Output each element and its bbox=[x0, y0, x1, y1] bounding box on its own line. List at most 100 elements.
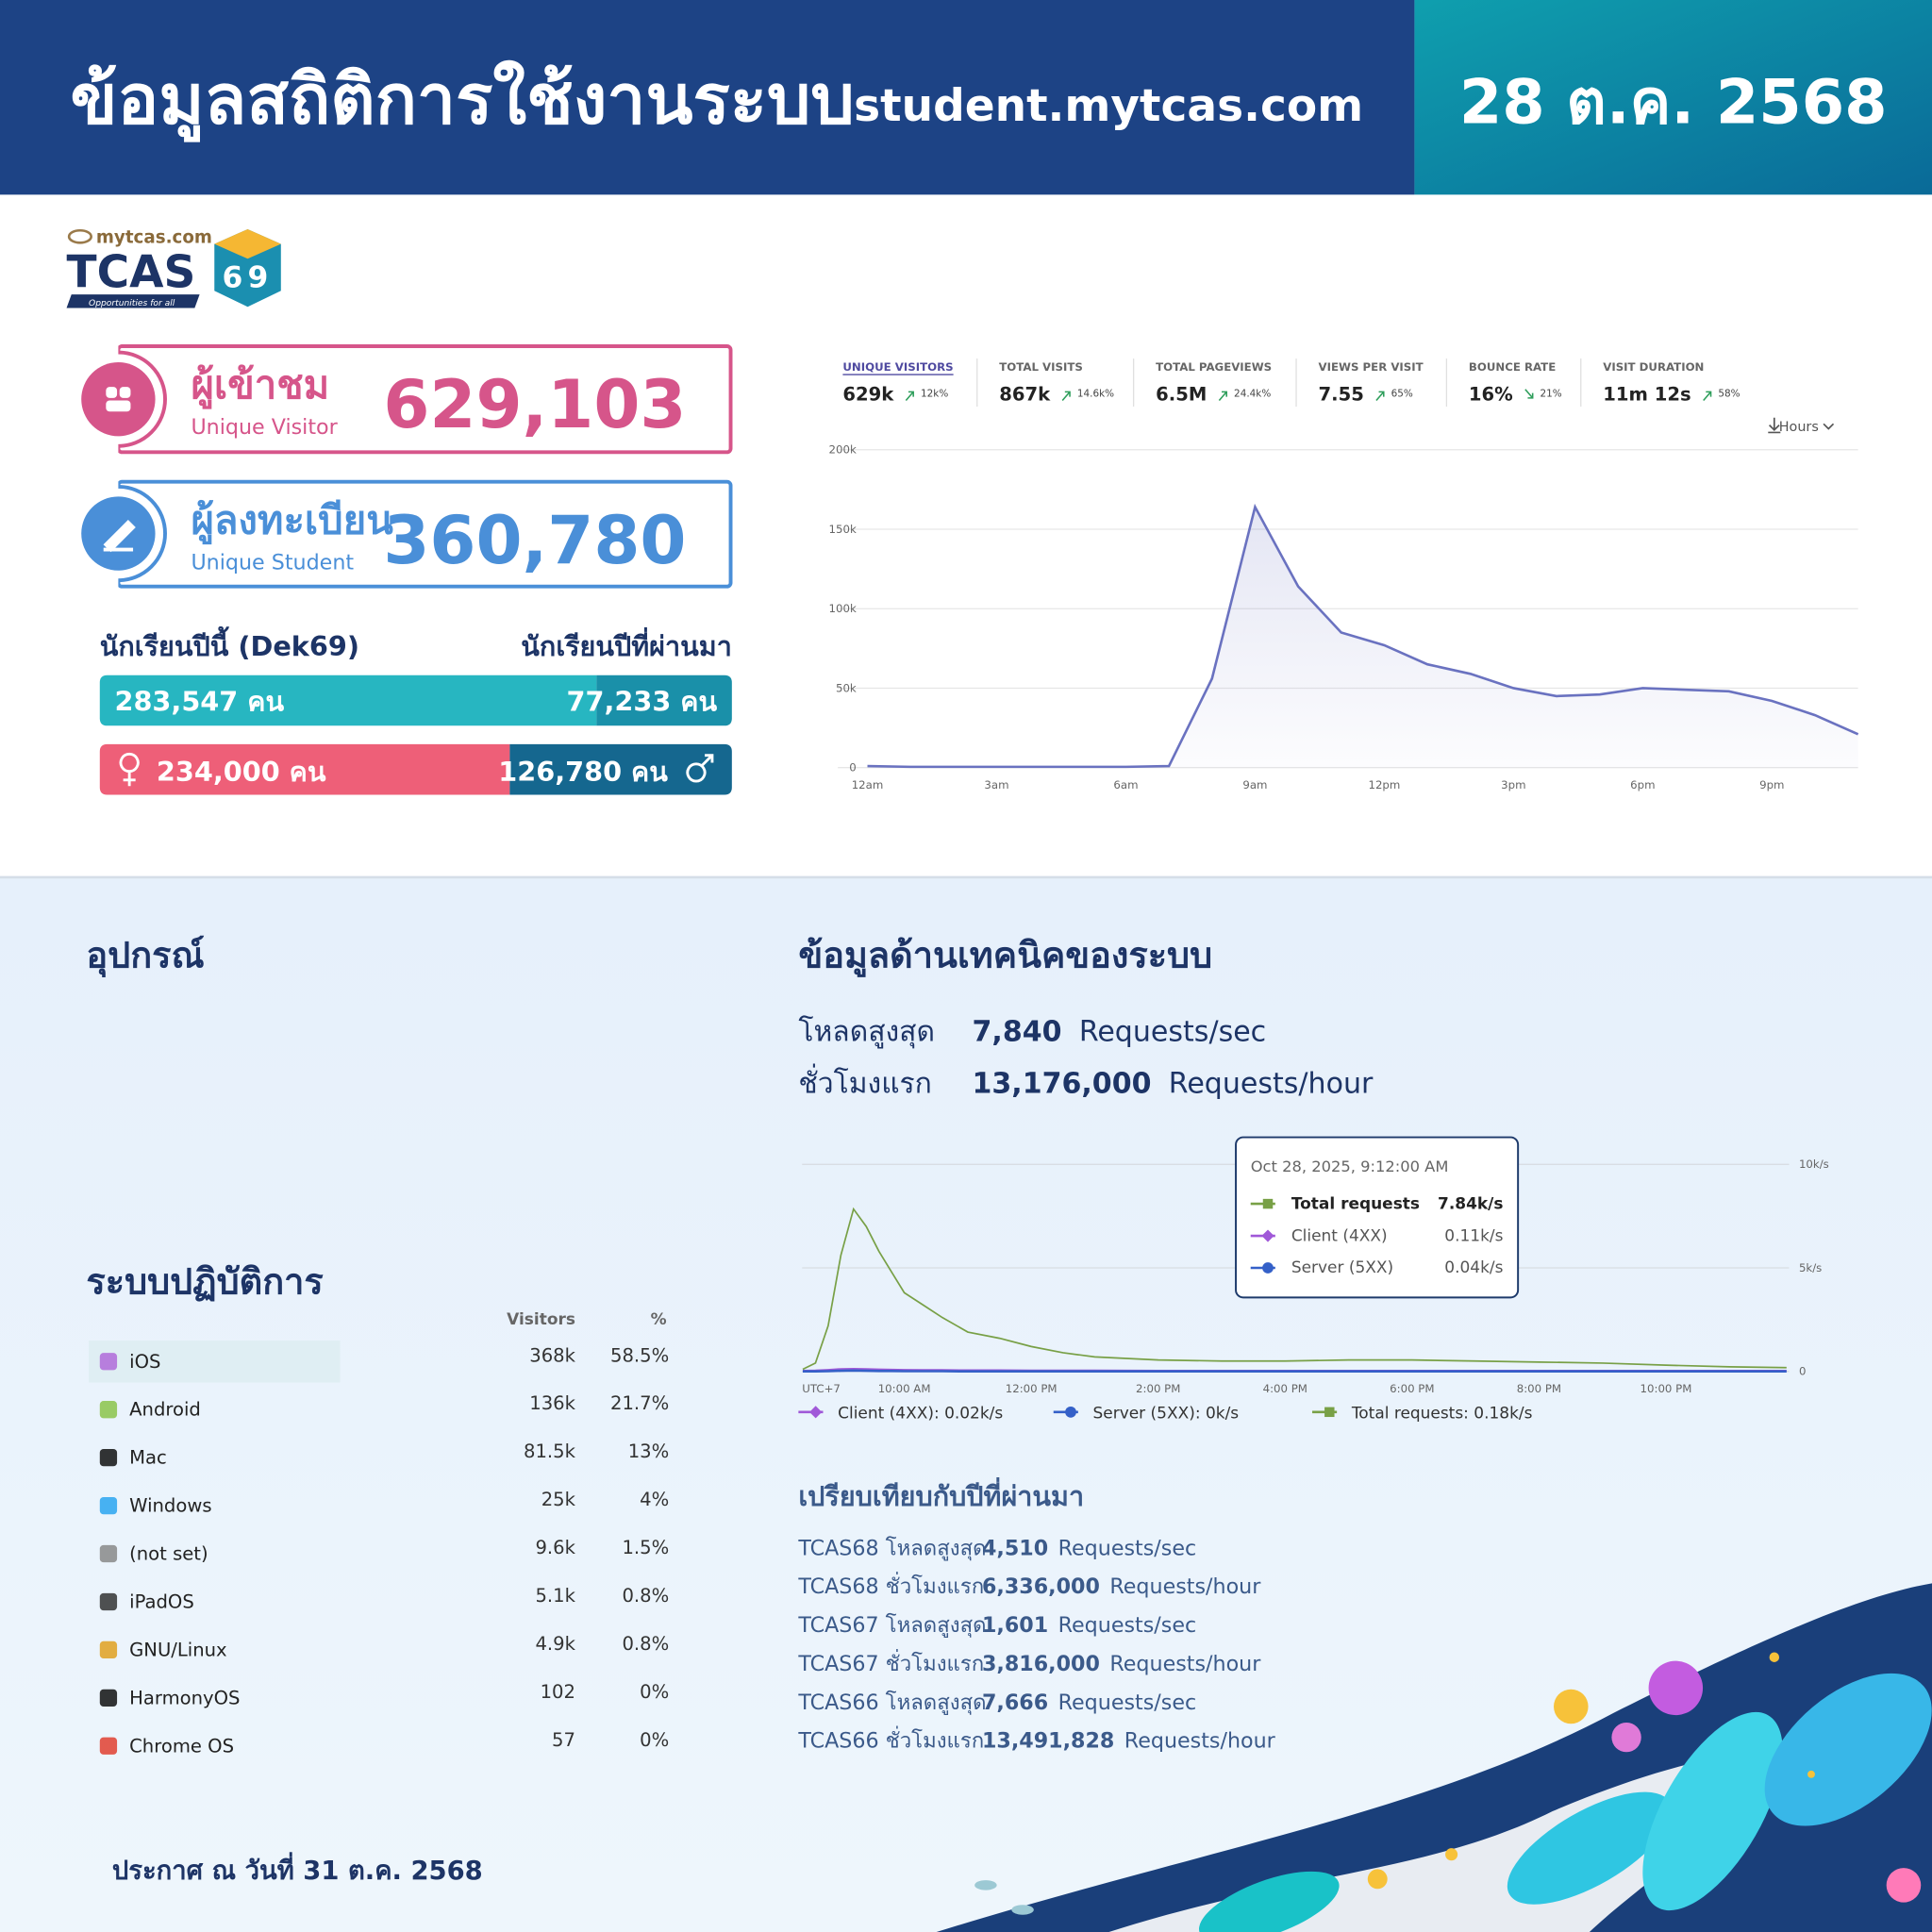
os-icon bbox=[99, 1737, 118, 1755]
petal bbox=[974, 1880, 997, 1890]
tooltip-title: Oct 28, 2025, 9:12:00 AM bbox=[1251, 1158, 1449, 1175]
site: student.mytcas.com bbox=[854, 80, 1363, 132]
students-current-label: นักเรียนปีนี้ (Dek69) bbox=[100, 626, 359, 662]
os-name: Windows bbox=[129, 1495, 211, 1517]
row-value-line: 13,491,828 Requests/hour bbox=[982, 1729, 1276, 1754]
interval[interactable]: Hours bbox=[1779, 420, 1819, 435]
metric-value: 867k bbox=[999, 383, 1051, 405]
row-value: 1,601 bbox=[982, 1613, 1048, 1638]
legend-marker bbox=[1262, 1262, 1274, 1274]
metric-change: 21% bbox=[1541, 389, 1562, 400]
card-label: ผู้ลงทะเบียน bbox=[191, 497, 393, 545]
card-sublabel: Unique Visitor bbox=[191, 415, 338, 440]
icon-pen bbox=[103, 520, 136, 553]
x-tick-label: 9pm bbox=[1759, 778, 1784, 791]
leaf bbox=[1642, 1711, 1783, 1911]
trend-arrow bbox=[1061, 391, 1071, 401]
metric-change: 14.6k% bbox=[1077, 389, 1114, 400]
page-title: ข้อมูลสถิติการใช้งานระบบ bbox=[70, 59, 854, 143]
flower bbox=[1611, 1722, 1641, 1753]
metric-value: 16% bbox=[1469, 383, 1513, 405]
row-unit: Requests/sec bbox=[1058, 1536, 1197, 1560]
os-visitors: 136k bbox=[529, 1392, 575, 1414]
tech-title: ข้อมูลด้านเทคนิคของระบบ bbox=[798, 934, 1212, 977]
metric-change: 24.4k% bbox=[1234, 389, 1271, 400]
card-value: 629,103 bbox=[383, 366, 686, 443]
legend-label: Total requests: 0.18k/s bbox=[1351, 1404, 1533, 1423]
row-value-line: 3,816,000 Requests/hour bbox=[982, 1652, 1261, 1676]
row-value: 6,336,000 bbox=[982, 1574, 1100, 1599]
x-tick-label: 4:00 PM bbox=[1263, 1382, 1307, 1395]
os-visitors: 368k bbox=[529, 1344, 575, 1366]
legend-marker bbox=[1262, 1198, 1274, 1209]
bar bbox=[99, 675, 597, 726]
bar-label: 283,547 คน bbox=[114, 686, 284, 718]
tooltip bbox=[1235, 1136, 1520, 1299]
tooltip-name: Server (5XX) bbox=[1291, 1258, 1393, 1277]
x-tick-label: 6am bbox=[1113, 778, 1138, 791]
os-icon bbox=[99, 1353, 118, 1371]
metric-label: VIEWS PER VISIT bbox=[1319, 360, 1424, 374]
os-title: ระบบปฏิบัติการ bbox=[86, 1260, 324, 1302]
os-visitors: 25k bbox=[541, 1489, 576, 1510]
os-visitors: 102 bbox=[541, 1681, 575, 1703]
metric-change: 65% bbox=[1391, 389, 1413, 400]
row-unit: Requests/hour bbox=[1124, 1729, 1276, 1754]
row-label: TCAS68 ชั่วโมงแรก bbox=[797, 1572, 984, 1599]
legend-marker bbox=[1261, 1229, 1274, 1242]
y-tick-label: 0 bbox=[849, 761, 856, 774]
interval-icons bbox=[1768, 417, 1835, 434]
logo-eye bbox=[67, 228, 92, 244]
column-header: % bbox=[651, 1310, 667, 1329]
os-visitors: 4.9k bbox=[535, 1633, 575, 1655]
compare-title: เปรียบเทียบกับปีที่ผ่านมา bbox=[798, 1476, 1084, 1512]
logo-number: 69 bbox=[223, 260, 274, 294]
area bbox=[867, 507, 1858, 768]
row-value-line: 7,666 Requests/sec bbox=[982, 1690, 1196, 1715]
os-icon bbox=[99, 1689, 118, 1707]
row-value: 4,510 bbox=[982, 1536, 1048, 1560]
row-value-line: 4,510 Requests/sec bbox=[982, 1536, 1196, 1560]
row-value-line: 13,176,000 Requests/hour bbox=[973, 1068, 1374, 1101]
os-visitors: 9.6k bbox=[535, 1537, 575, 1558]
x-tick-label: 10:00 PM bbox=[1641, 1382, 1692, 1395]
logo-tagline: Opportunities for all bbox=[89, 299, 175, 308]
petal bbox=[1011, 1905, 1034, 1915]
line bbox=[867, 503, 1859, 769]
os-percent: 0% bbox=[640, 1729, 669, 1751]
x-tick-label: 6pm bbox=[1630, 778, 1655, 791]
os-percent: 1.5% bbox=[622, 1537, 669, 1558]
female-icon bbox=[119, 752, 140, 787]
bar bbox=[509, 743, 732, 795]
os-icon bbox=[99, 1496, 118, 1515]
dot bbox=[1445, 1848, 1458, 1861]
os-name: (not set) bbox=[129, 1543, 208, 1565]
row-label: TCAS68 โหลดสูงสุด bbox=[797, 1536, 986, 1560]
metric-label: TOTAL PAGEVIEWS bbox=[1156, 360, 1272, 374]
logo-brand: TCAS bbox=[67, 246, 196, 298]
row-value: 13,176,000 bbox=[973, 1068, 1152, 1101]
y-tick-label: 100k bbox=[829, 602, 857, 615]
tooltip-value: 0.11k/s bbox=[1444, 1226, 1503, 1245]
x-tick-label: 3pm bbox=[1501, 778, 1525, 791]
os-icon bbox=[99, 1401, 118, 1419]
leaf bbox=[1199, 1871, 1340, 1932]
tooltip-value: 7.84k/s bbox=[1438, 1194, 1503, 1213]
os-name: iPadOS bbox=[129, 1591, 194, 1612]
row-highlight bbox=[89, 1341, 341, 1383]
icon-part bbox=[106, 400, 131, 412]
bar-label: 234,000 คน bbox=[157, 756, 326, 788]
os-name: Chrome OS bbox=[129, 1735, 234, 1757]
footer-note: ประกาศ ณ วันที่ 31 ต.ค. 2568 bbox=[112, 1852, 483, 1886]
x-axis-label: UTC+7 bbox=[802, 1382, 841, 1395]
os-visitors: 81.5k bbox=[524, 1441, 576, 1462]
row-value-line: 1,601 Requests/sec bbox=[982, 1613, 1196, 1638]
os-percent: 4% bbox=[640, 1489, 669, 1510]
row-label: โหลดสูงสุด bbox=[798, 1015, 935, 1050]
y-tick-label: 10k/s bbox=[1799, 1158, 1829, 1171]
os-percent: 13% bbox=[628, 1441, 670, 1462]
row-value: 13,491,828 bbox=[982, 1729, 1114, 1754]
row-unit: Requests/hour bbox=[1109, 1574, 1261, 1599]
os-name: GNU/Linux bbox=[129, 1639, 227, 1660]
